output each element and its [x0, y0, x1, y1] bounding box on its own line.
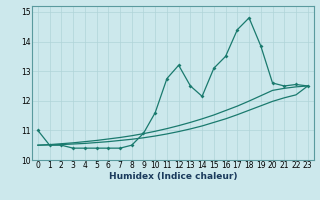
X-axis label: Humidex (Indice chaleur): Humidex (Indice chaleur): [108, 172, 237, 181]
